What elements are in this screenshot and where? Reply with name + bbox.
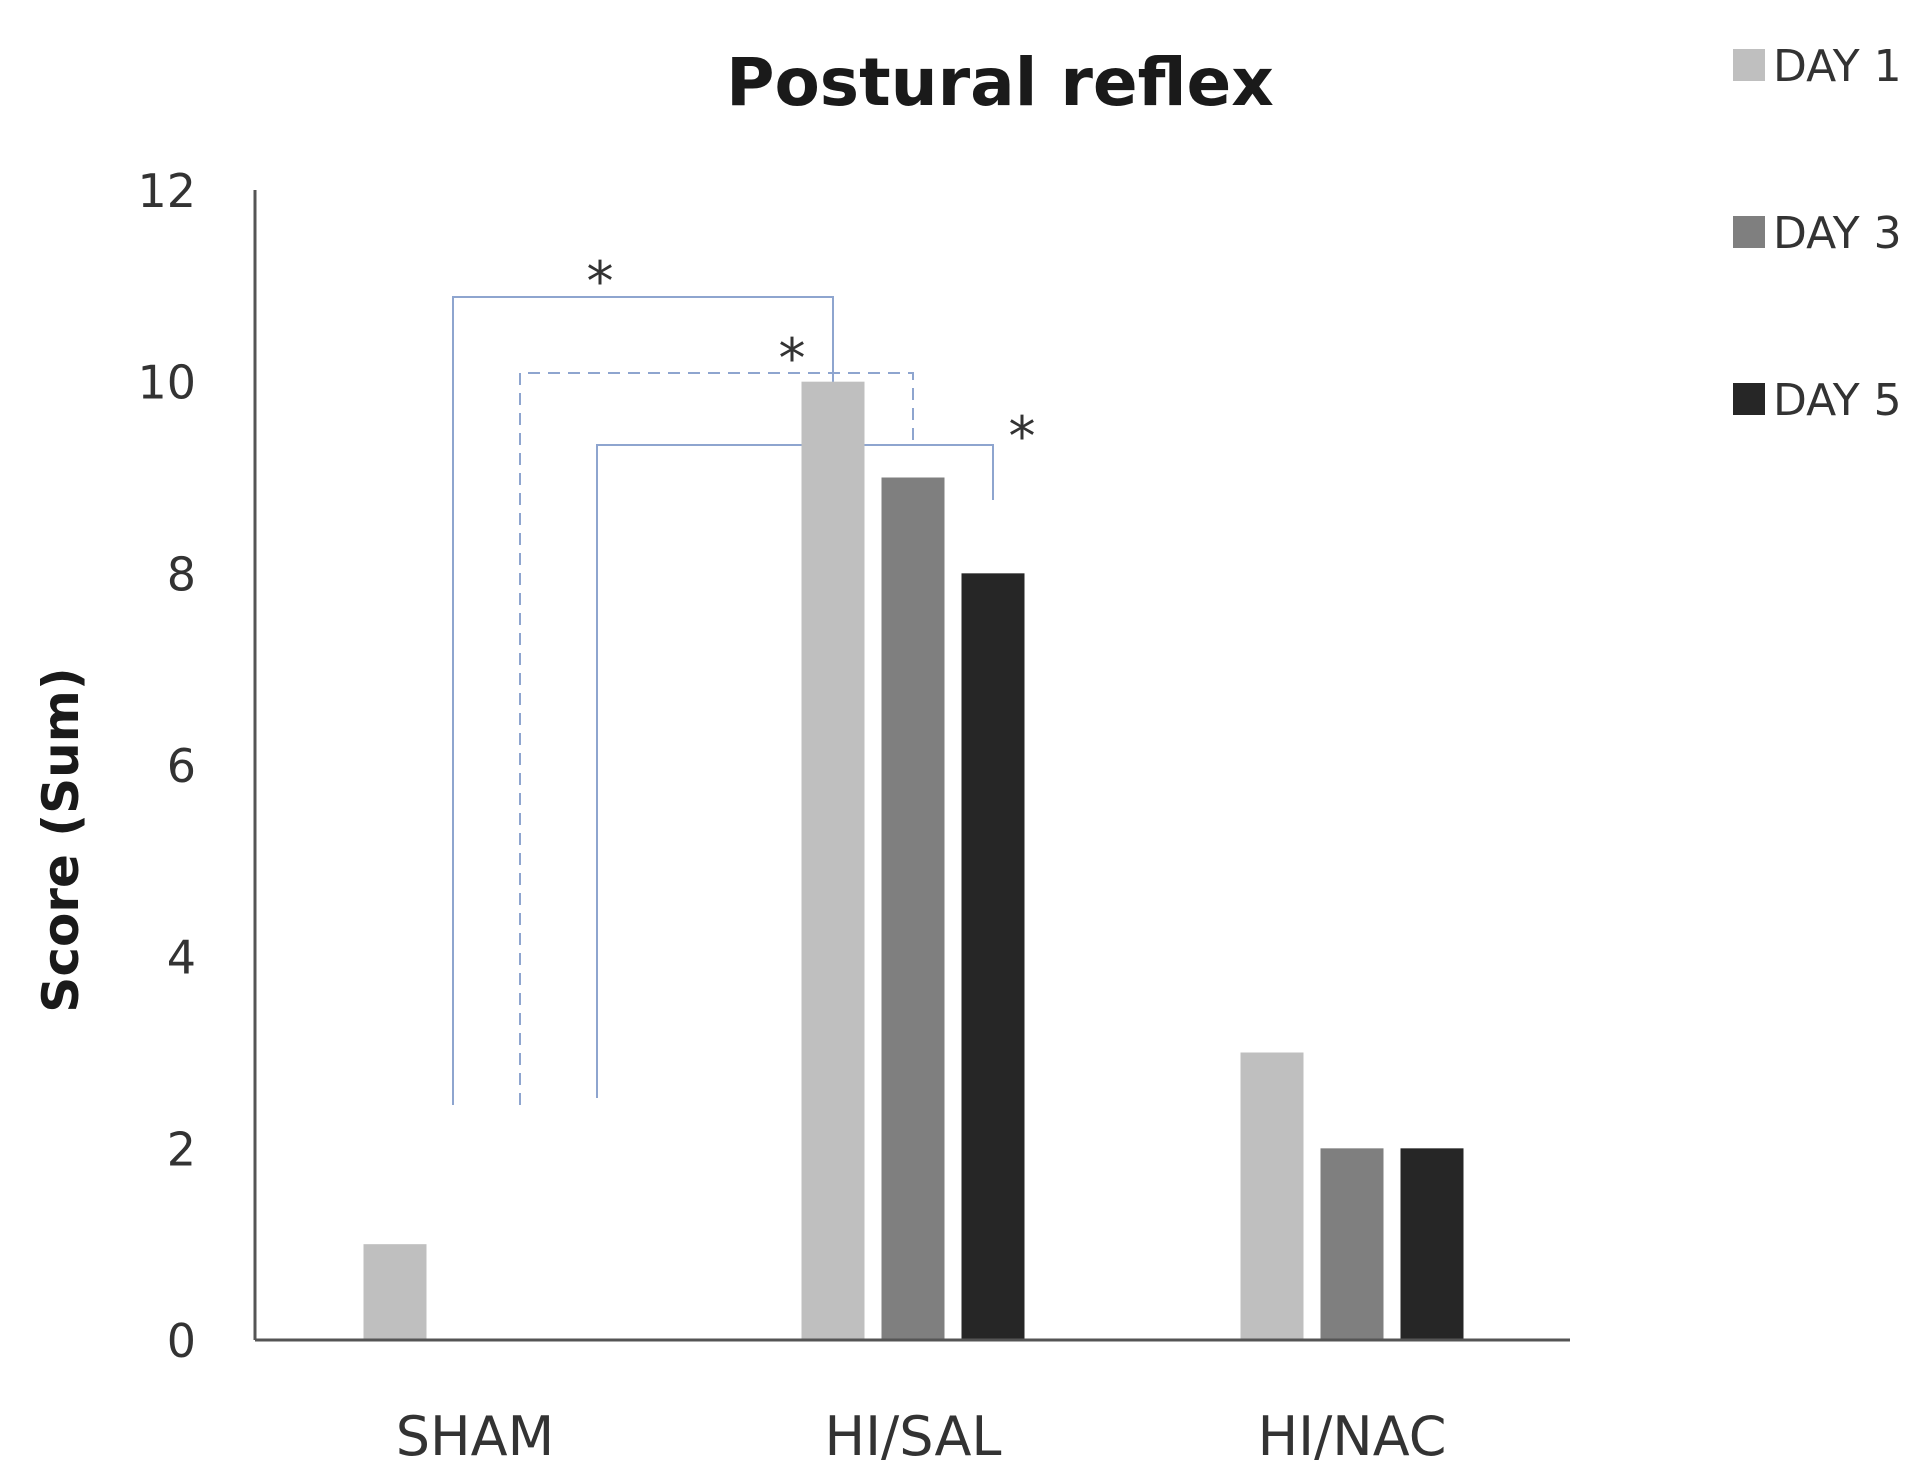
y-tick-label: 10 bbox=[137, 356, 196, 410]
x-category-label: SHAM bbox=[396, 1405, 554, 1468]
x-axis-categories: SHAM HI/SAL HI/NAC bbox=[396, 1405, 1447, 1468]
y-tick-label: 12 bbox=[137, 164, 196, 218]
y-axis-ticks: 0 2 4 6 8 10 12 bbox=[137, 164, 196, 1368]
bar-day-3-hi-nac bbox=[1320, 1148, 1384, 1340]
significance-star: * bbox=[1009, 405, 1036, 468]
legend: DAY 1 DAY 3 DAY 5 bbox=[1733, 41, 1902, 426]
bar-day-1-hi-sal bbox=[801, 381, 865, 1341]
significance-bracket bbox=[596, 444, 994, 1098]
significance-bracket bbox=[519, 372, 914, 1105]
significance-star: * bbox=[779, 327, 806, 390]
bar-day-5-hi-sal bbox=[961, 573, 1025, 1340]
chart-title: Postural reflex bbox=[726, 44, 1274, 121]
bars bbox=[363, 381, 1464, 1341]
significance-brackets: * * * bbox=[452, 250, 1036, 1105]
legend-swatch bbox=[1733, 49, 1765, 81]
y-tick-label: 6 bbox=[167, 739, 196, 793]
bar-day-1-hi-nac bbox=[1240, 1052, 1304, 1340]
y-axis-label: Score (Sum) bbox=[32, 667, 90, 1012]
y-tick-label: 0 bbox=[167, 1314, 196, 1368]
significance-bracket bbox=[452, 296, 834, 1105]
legend-label: DAY 5 bbox=[1773, 375, 1902, 426]
x-category-label: HI/SAL bbox=[824, 1405, 1001, 1468]
legend-label: DAY 3 bbox=[1773, 208, 1902, 259]
bar-day-1-sham bbox=[363, 1244, 427, 1340]
legend-label: DAY 1 bbox=[1773, 41, 1902, 92]
legend-swatch bbox=[1733, 216, 1765, 248]
y-tick-label: 2 bbox=[167, 1122, 196, 1176]
legend-swatch bbox=[1733, 383, 1765, 415]
x-category-label: HI/NAC bbox=[1258, 1405, 1447, 1468]
y-tick-label: 8 bbox=[167, 547, 196, 601]
significance-star: * bbox=[587, 250, 614, 313]
bar-day-5-hi-nac bbox=[1400, 1148, 1464, 1340]
bar-day-3-hi-sal bbox=[881, 477, 945, 1340]
axes bbox=[253, 190, 1570, 1342]
y-tick-label: 4 bbox=[167, 931, 196, 985]
